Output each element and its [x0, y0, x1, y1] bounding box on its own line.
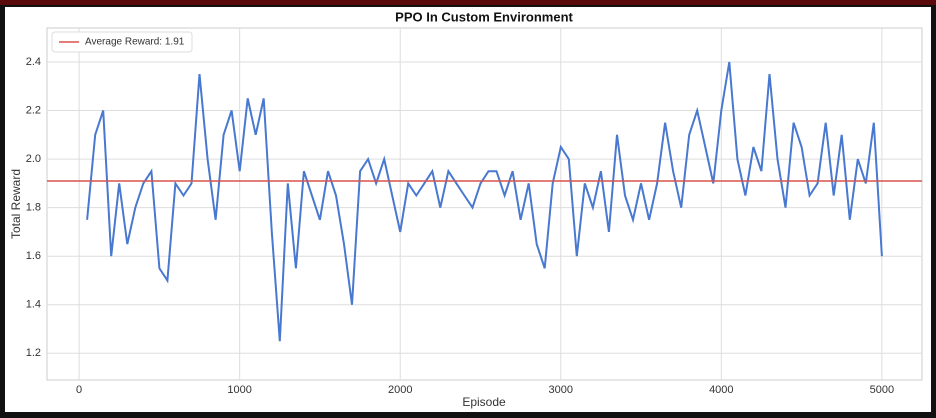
y-tick-label: 1.4: [26, 299, 41, 311]
legend-box: [51, 31, 193, 53]
y-tick-label: 2.0: [26, 153, 41, 165]
top-strip: [0, 0, 936, 5]
y-tick-label: 2.4: [26, 56, 41, 68]
chart-title: PPO In Custom Environment: [395, 9, 573, 24]
x-axis-label: Episode: [462, 395, 506, 409]
y-tick-label: 1.8: [26, 202, 41, 214]
y-tick-label: 1.2: [26, 347, 41, 359]
y-tick-label: 1.6: [26, 250, 41, 262]
y-axis-label: Total Reward: [9, 169, 23, 239]
x-tick-label: 0: [76, 384, 82, 396]
y-tick-label: 2.2: [26, 104, 41, 116]
x-tick-label: 5000: [870, 384, 894, 396]
x-tick-label: 1000: [227, 384, 251, 396]
x-tick-label: 4000: [709, 384, 733, 396]
x-tick-label: 3000: [549, 384, 573, 396]
legend-label: Average Reward: 1.91: [85, 37, 185, 48]
x-tick-label: 2000: [388, 384, 412, 396]
reward-line: [86, 61, 883, 342]
plot-area: [46, 27, 923, 381]
